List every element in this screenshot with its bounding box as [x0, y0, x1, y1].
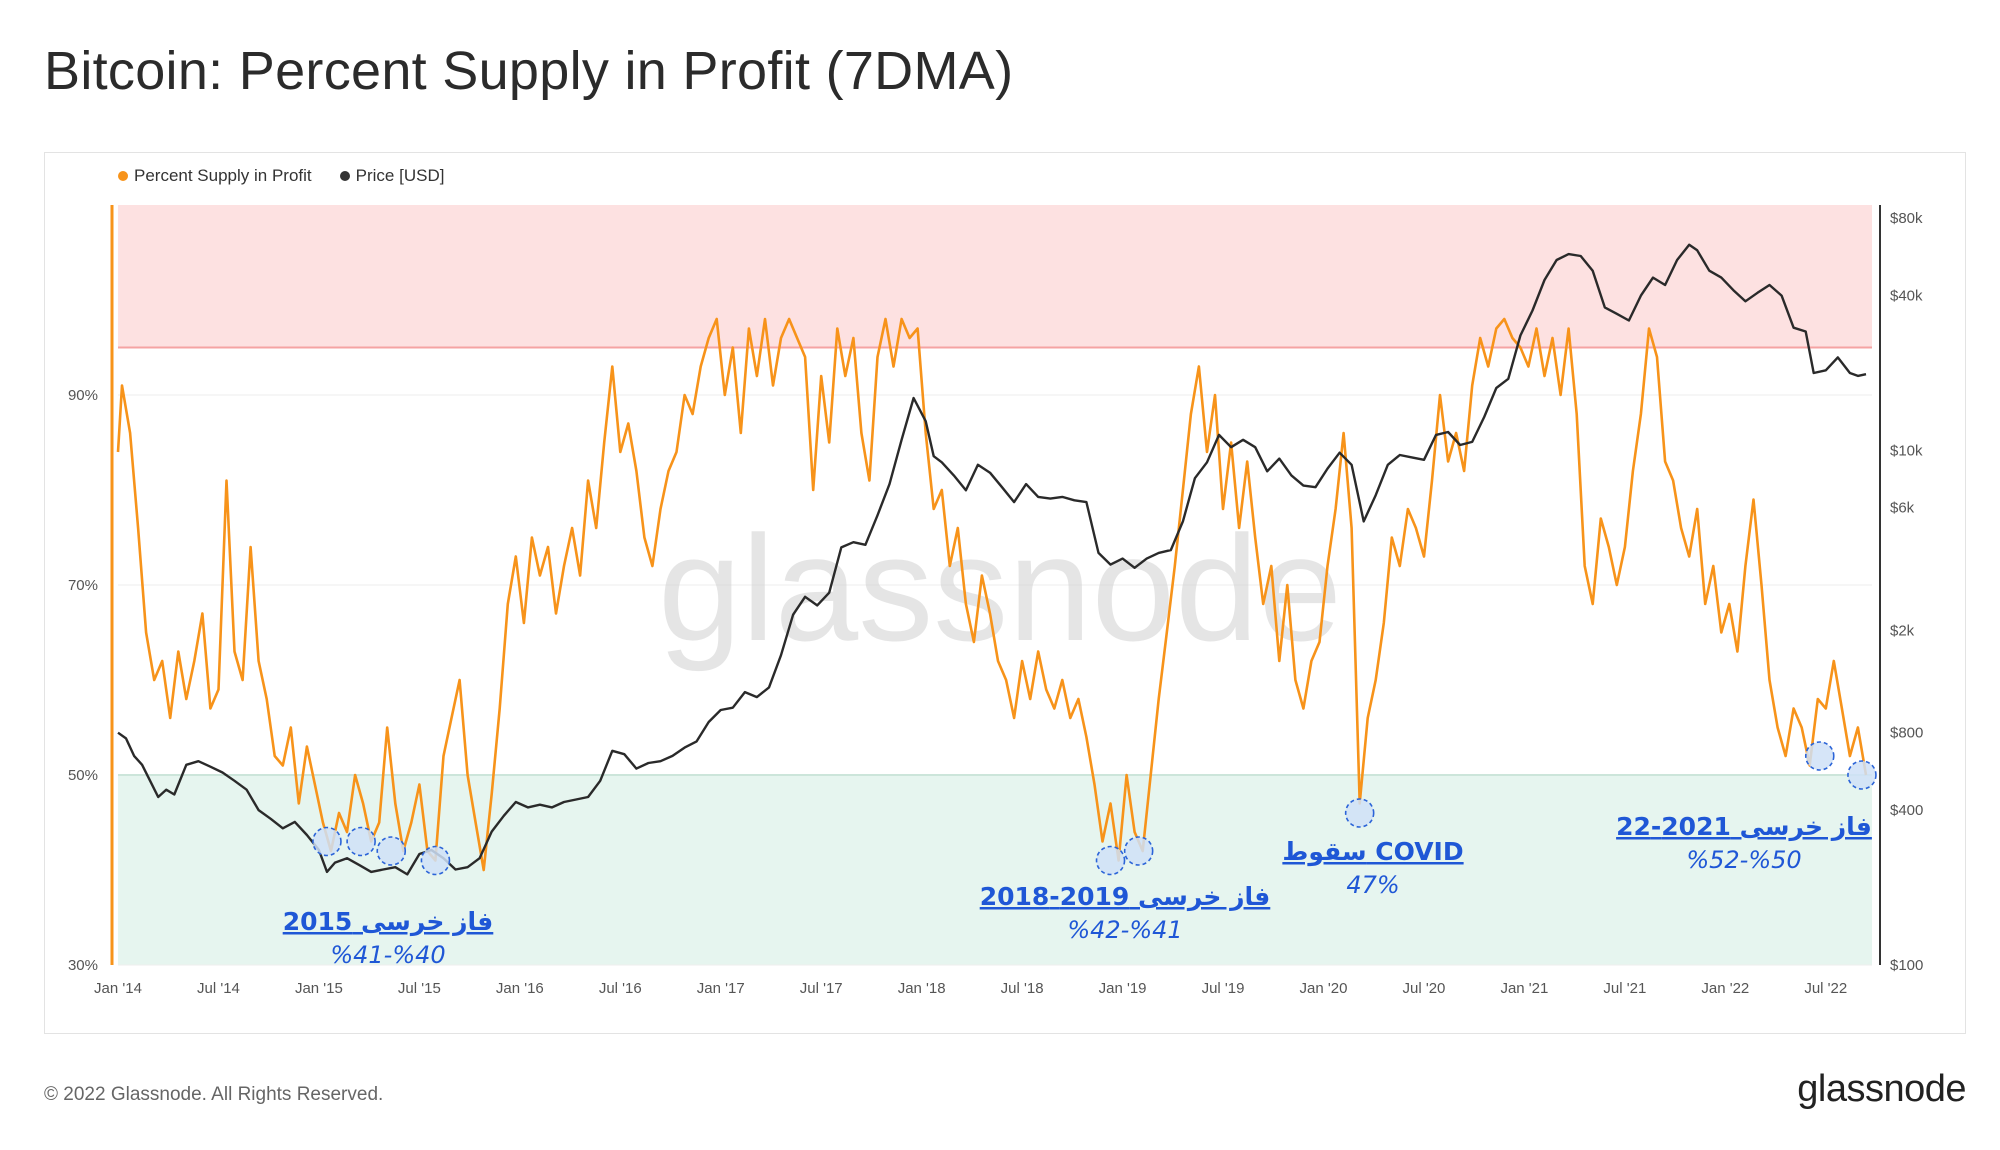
annotation-title: سقوط COVID — [1282, 837, 1463, 867]
annotation-subtitle: %52-%50 — [1686, 846, 1801, 874]
right-tick-label: $6k — [1890, 500, 1915, 517]
footer-copyright: © 2022 Glassnode. All Rights Reserved. — [44, 1084, 384, 1105]
highlight-marker — [1804, 741, 1835, 771]
x-tick-label: Jul '15 — [398, 980, 441, 997]
chart-legend: Percent Supply in Profit Price [USD] — [118, 166, 444, 186]
x-tick-label: Jul '20 — [1403, 980, 1446, 997]
highlight-marker — [1123, 836, 1154, 866]
right-tick-label: $40k — [1890, 288, 1923, 305]
watermark: glassnode — [658, 504, 1342, 672]
right-tick-label: $2k — [1890, 622, 1915, 639]
left-tick-label: 90% — [68, 387, 98, 404]
left-tick-label: 50% — [68, 767, 98, 784]
annotation-title: فاز خرسی 2021-22 — [1616, 812, 1872, 842]
legend-label-supply: Percent Supply in Profit — [134, 166, 312, 185]
annotation-subtitle: %42-%41 — [1067, 916, 1182, 944]
x-tick-label: Jan '22 — [1701, 980, 1749, 997]
highlight-marker — [312, 826, 342, 857]
annotation-subtitle: %41-%40 — [330, 941, 445, 969]
x-tick-label: Jul '14 — [197, 980, 240, 997]
series-line-supply — [116, 317, 1868, 872]
highlight-marker — [1344, 798, 1375, 828]
right-tick-label: $80k — [1890, 210, 1923, 227]
legend-dot-supply — [118, 171, 128, 181]
x-tick-label: Jan '21 — [1500, 980, 1548, 997]
left-tick-label: 70% — [68, 577, 98, 594]
legend-item-price[interactable]: Price [USD] — [339, 166, 445, 186]
highlight-marker — [1095, 845, 1126, 876]
left-tick-label: 30% — [68, 957, 98, 974]
x-tick-label: Jul '19 — [1202, 980, 1245, 997]
x-tick-label: Jan '15 — [295, 980, 343, 997]
x-tick-label: Jan '16 — [496, 980, 544, 997]
series-line-price — [117, 243, 1867, 876]
x-tick-label: Jan '14 — [94, 980, 142, 997]
footer-logo: glassnode — [1797, 1068, 1966, 1110]
x-tick-label: Jul '21 — [1603, 980, 1646, 997]
x-tick-label: Jul '18 — [1001, 980, 1044, 997]
annotation-title: فاز خرسی 2015 — [283, 907, 494, 937]
x-tick-label: Jan '17 — [697, 980, 745, 997]
annotation-subtitle: 47% — [1346, 871, 1399, 899]
page-title: Bitcoin: Percent Supply in Profit (7DMA) — [44, 41, 1014, 101]
right-tick-label: $100 — [1890, 957, 1923, 974]
x-tick-label: Jan '18 — [898, 980, 946, 997]
right-tick-label: $400 — [1890, 802, 1923, 819]
band-high — [118, 205, 1872, 348]
highlight-marker — [346, 826, 376, 857]
legend-item-supply[interactable]: Percent Supply in Profit — [118, 166, 312, 186]
x-tick-label: Jan '20 — [1300, 980, 1348, 997]
right-tick-label: $800 — [1890, 725, 1923, 742]
legend-label-price: Price [USD] — [355, 166, 445, 185]
highlight-marker — [420, 845, 451, 876]
annotation-title: فاز خرسی 2019-2018 — [980, 882, 1271, 912]
x-tick-label: Jan '19 — [1099, 980, 1147, 997]
highlight-marker — [1847, 760, 1877, 790]
x-tick-label: Jul '22 — [1804, 980, 1847, 997]
x-tick-label: Jul '17 — [800, 980, 843, 997]
right-tick-label: $10k — [1890, 442, 1923, 459]
legend-dot-price — [339, 171, 350, 181]
highlight-marker — [376, 836, 407, 866]
x-tick-label: Jul '16 — [599, 980, 642, 997]
